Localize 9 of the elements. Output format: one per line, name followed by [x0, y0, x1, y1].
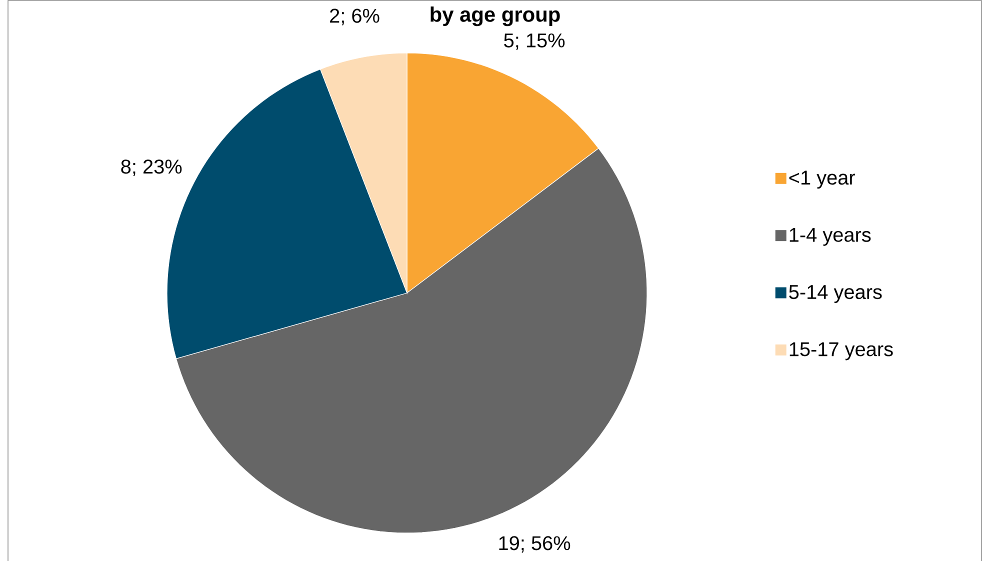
chart-title: by age group: [430, 6, 560, 26]
data-label: 19; 56%: [499, 536, 570, 553]
legend-label: 15-17 years: [790, 342, 893, 360]
data-label: 5; 15%: [504, 33, 565, 50]
legend-label: <1 year: [789, 170, 856, 189]
data-label: 2; 6%: [330, 8, 380, 26]
legend-label: 5-14 years: [789, 285, 882, 304]
legend-label: 1-4 years: [790, 228, 871, 246]
data-label: 8; 23%: [121, 160, 182, 176]
